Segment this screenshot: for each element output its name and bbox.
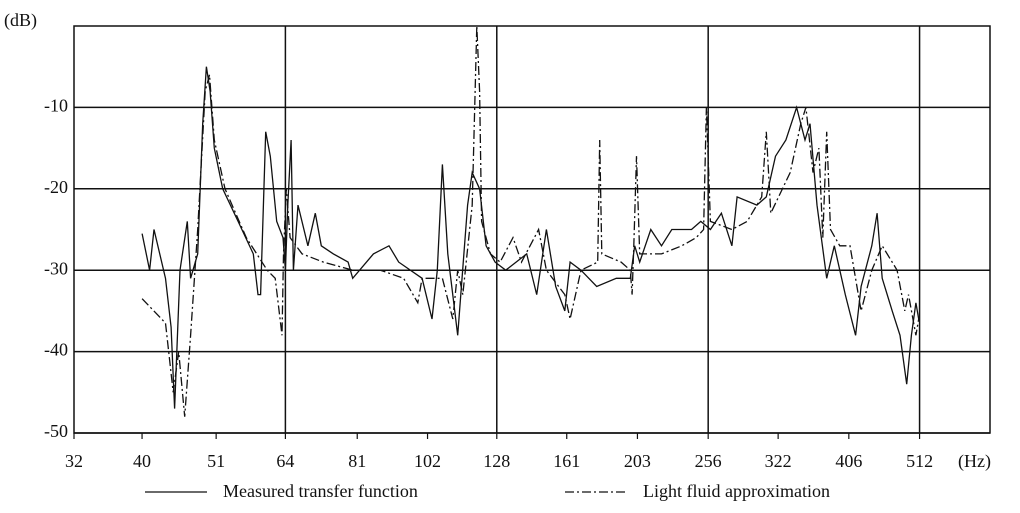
series-line xyxy=(141,66,920,409)
x-tick-label: 256 xyxy=(695,451,722,471)
x-axis-label: (Hz) xyxy=(958,451,991,472)
y-tick-label: -40 xyxy=(44,340,68,360)
x-tick-label: 512 xyxy=(906,451,933,471)
x-tick-label: 322 xyxy=(765,451,792,471)
x-tick-label: 81 xyxy=(348,451,366,471)
x-tick-label: 32 xyxy=(65,451,83,471)
y-tick-label: -10 xyxy=(44,96,68,116)
legend-label: Light fluid approximation xyxy=(643,481,830,501)
x-tick-label: 161 xyxy=(553,451,580,471)
x-tick-label: 64 xyxy=(276,451,294,471)
x-tick-label: 406 xyxy=(835,451,862,471)
legend-label: Measured transfer function xyxy=(223,481,418,501)
x-tick-label: 128 xyxy=(483,451,510,471)
y-tick-label: -30 xyxy=(44,258,68,278)
x-tick-label: 40 xyxy=(133,451,151,471)
x-tick-label: 203 xyxy=(624,451,651,471)
plot-frame xyxy=(73,25,991,434)
y-axis-label: (dB) xyxy=(4,10,37,31)
series-line xyxy=(141,25,920,417)
y-tick-label: -50 xyxy=(44,421,68,441)
x-tick-label: 51 xyxy=(207,451,225,471)
x-tick-label: 102 xyxy=(414,451,441,471)
y-tick-label: -20 xyxy=(44,177,68,197)
